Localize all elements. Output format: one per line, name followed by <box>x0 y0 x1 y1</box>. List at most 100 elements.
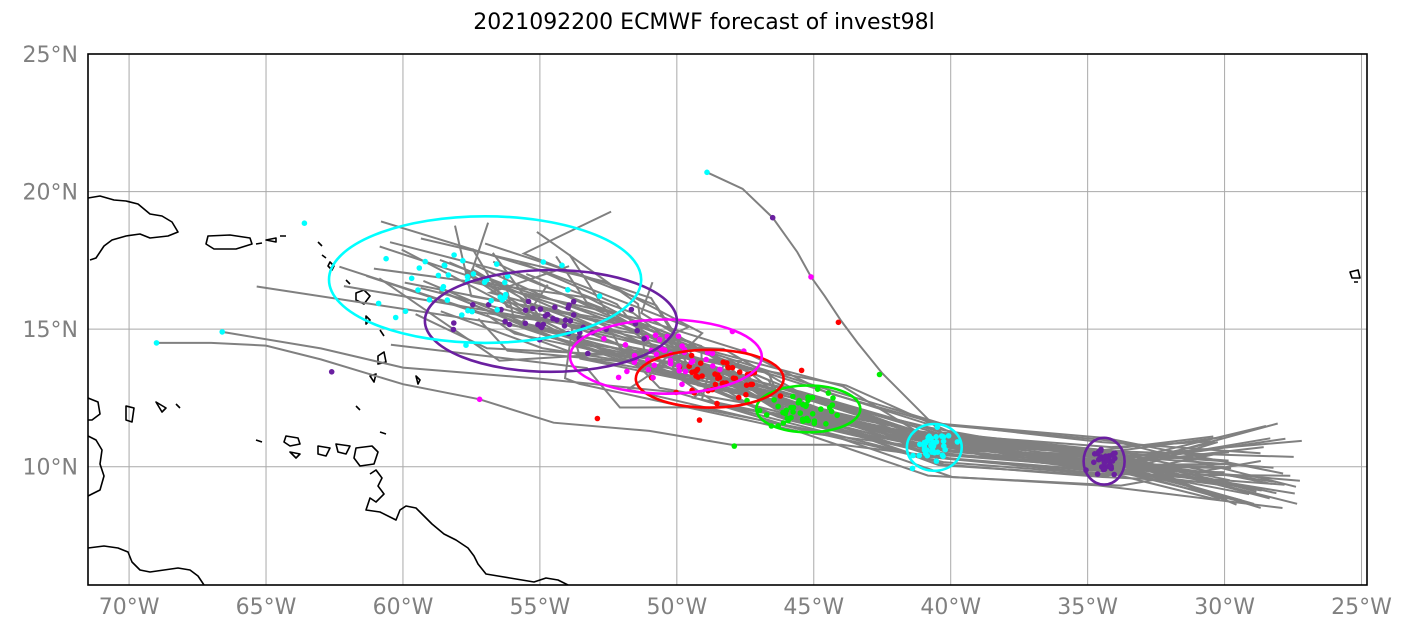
forecast-position-marker <box>941 443 947 449</box>
forecast-position-marker <box>735 394 742 401</box>
south-america-coastline <box>88 397 569 585</box>
forecast-position-marker <box>725 364 732 371</box>
forecast-position-marker <box>800 401 806 408</box>
forecast-position-marker <box>561 323 568 329</box>
forecast-position-marker <box>416 265 423 271</box>
forecast-position-marker <box>777 393 784 399</box>
longitude-label: 70°W <box>99 595 160 620</box>
forecast-position-marker <box>818 406 824 412</box>
forecast-position-marker <box>694 366 701 373</box>
forecast-position-marker <box>415 287 421 293</box>
longitude-label: 45°W <box>783 595 844 620</box>
forecast-position-marker <box>938 433 945 439</box>
forecast-position-marker <box>709 363 716 369</box>
ensemble-track <box>536 231 1298 505</box>
forecast-position-marker <box>645 366 652 373</box>
forecast-position-marker <box>910 452 916 459</box>
uncertainty-ellipse <box>634 348 785 409</box>
forecast-position-marker <box>219 329 225 335</box>
forecast-position-marker <box>823 421 829 427</box>
forecast-position-marker <box>656 336 663 343</box>
forecast-position-marker <box>1107 463 1113 470</box>
forecast-position-marker <box>440 283 447 290</box>
forecast-position-marker <box>828 408 835 415</box>
map-title: 2021092200 ECMWF forecast of invest98l <box>473 10 935 35</box>
longitude-label: 40°W <box>920 595 981 620</box>
forecast-position-marker <box>729 364 736 371</box>
forecast-position-marker <box>724 360 730 366</box>
forecast-position-marker <box>540 259 547 265</box>
forecast-position-marker <box>661 347 667 354</box>
forecast-position-marker <box>596 293 603 299</box>
forecast-position-marker <box>834 412 840 419</box>
forecast-position-marker <box>485 301 492 308</box>
forecast-position-marker <box>743 391 749 398</box>
forecast-position-marker <box>559 262 565 269</box>
forecast-position-marker <box>383 255 389 262</box>
forecast-position-marker <box>790 393 796 400</box>
forecast-position-marker <box>809 394 816 401</box>
forecast-position-marker <box>464 273 471 280</box>
forecast-position-marker <box>566 302 572 308</box>
latitude-label: 25°N <box>23 43 78 68</box>
ensemble-track <box>156 341 1225 474</box>
virgin-islands-coastline <box>255 235 286 245</box>
forecast-position-marker <box>444 297 451 303</box>
forecast-position-marker <box>506 321 513 328</box>
forecast-position-marker <box>756 407 763 414</box>
forecast-position-marker <box>653 351 660 358</box>
ensemble-track <box>486 313 1228 487</box>
forecast-position-marker <box>809 411 816 417</box>
forecast-position-marker <box>917 441 923 448</box>
longitude-label: 60°W <box>373 595 434 620</box>
forecast-position-marker <box>1095 456 1102 463</box>
forecast-position-marker <box>775 403 781 410</box>
forecast-position-marker <box>835 319 842 326</box>
map-frame <box>87 53 1368 586</box>
forecast-position-marker <box>909 465 916 472</box>
forecast-position-marker <box>504 273 511 280</box>
forecast-position-marker <box>426 297 433 303</box>
forecast-position-marker <box>945 433 952 439</box>
longitude-label: 25°W <box>1331 595 1392 620</box>
forecast-position-marker <box>811 420 818 427</box>
forecast-position-marker <box>1111 471 1117 478</box>
uncertainty-ellipse <box>327 215 643 345</box>
forecast-position-marker <box>301 220 308 226</box>
forecast-position-marker <box>808 274 814 280</box>
forecast-position-marker <box>780 409 786 416</box>
forecast-position-marker <box>717 366 723 373</box>
forecast-position-marker <box>940 438 947 445</box>
forecast-position-marker <box>749 381 756 388</box>
forecast-position-marker <box>790 409 796 415</box>
forecast-position-marker <box>538 324 545 331</box>
plot-background <box>88 54 1367 585</box>
forecast-position-marker <box>651 362 658 369</box>
forecast-position-marker <box>652 332 659 339</box>
forecast-position-marker <box>712 381 719 388</box>
forecast-position-marker <box>585 350 591 357</box>
forecast-position-marker <box>552 304 558 311</box>
latitude-label: 15°N <box>23 318 78 343</box>
forecast-position-marker <box>930 439 936 446</box>
forecast-position-marker <box>435 272 442 279</box>
forecast-position-marker <box>570 312 577 318</box>
forecast-position-marker <box>829 402 836 408</box>
forecast-position-marker <box>688 352 695 359</box>
forecast-position-marker <box>502 318 508 325</box>
forecast-position-marker <box>916 452 922 459</box>
longitude-label: 35°W <box>1057 595 1118 620</box>
forecast-position-marker <box>676 368 683 374</box>
forecast-position-marker <box>522 307 529 314</box>
forecast-position-marker <box>1096 448 1102 455</box>
uncertainty-ellipse <box>423 268 679 374</box>
forecast-position-marker <box>594 415 601 422</box>
forecast-position-marker <box>667 361 674 367</box>
forecast-position-marker <box>763 412 770 418</box>
ensemble-track <box>380 220 1297 488</box>
uncertainty-ellipse <box>754 384 862 434</box>
forecast-position-marker <box>459 312 465 318</box>
forecast-position-marker <box>565 287 571 293</box>
forecast-position-marker <box>679 381 685 388</box>
forecast-position-marker <box>814 386 821 393</box>
